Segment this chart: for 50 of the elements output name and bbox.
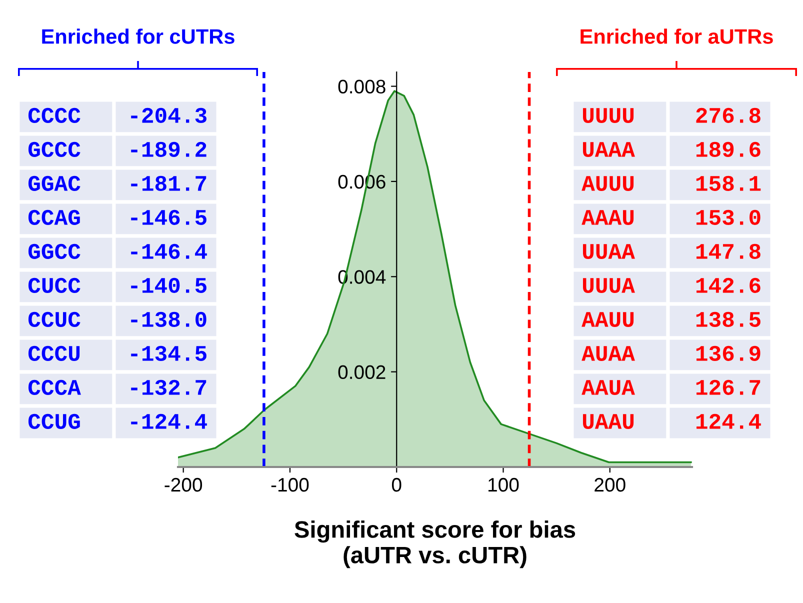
y-tick-label: 0.002 [338, 365, 386, 380]
text: 189.6 [696, 142, 760, 157]
text: Enriched for cUTRs [42, 28, 234, 44]
x-tick-label: -100 [271, 478, 309, 492]
category-label: AAUU [582, 312, 634, 327]
text: -140.5 [131, 278, 206, 293]
text: -146.4 [131, 244, 207, 259]
text: -134.5 [131, 346, 206, 361]
text: 138.5 [696, 312, 760, 327]
x-tick-label: 0 [392, 478, 402, 492]
text: 136.9 [696, 346, 760, 361]
category-label: AAUA [582, 380, 635, 395]
text: -132.7 [131, 380, 206, 395]
category-label: CCCA [28, 380, 81, 395]
text: -181.7 [131, 176, 206, 191]
text: -124.4 [131, 414, 207, 429]
text: 124.4 [696, 414, 761, 429]
category-label: GGAC [28, 176, 80, 191]
category-label: CCCC [28, 108, 80, 123]
category-label: CCUG [28, 414, 80, 429]
x-tick-label: -200 [164, 478, 202, 492]
category-label: UAAA [583, 142, 635, 157]
category-label: AAAU [582, 210, 634, 225]
category-label: UUUA [583, 278, 635, 293]
text: 158.1 [696, 176, 761, 191]
category-label: CCAG [28, 210, 80, 225]
category-label: GGCC [28, 244, 80, 259]
text: Enriched for aUTRs [580, 28, 773, 44]
text: 153.0 [696, 210, 760, 225]
text: -138.0 [131, 312, 206, 327]
category-label: CCCU [28, 346, 80, 361]
x-tick-label: 100 [488, 478, 519, 492]
x-axis-title: Significant score for bias (aUTR vs. cUTR) [294, 520, 576, 568]
category-label: CUCC [28, 278, 80, 293]
text: -189.2 [131, 142, 206, 157]
category-label: CCUC [28, 312, 80, 327]
category-label: AUUU [582, 176, 634, 191]
text: 147.8 [696, 244, 760, 259]
category-label: AUAA [582, 346, 635, 361]
category-label: GCCC [28, 142, 80, 157]
text: -146.5 [131, 210, 206, 225]
category-label: UAAU [583, 414, 634, 429]
category-label: UUUU [583, 108, 634, 123]
x-tick-label: 200 [594, 478, 626, 492]
text: 276.8 [696, 108, 760, 123]
category-label: UUAA [583, 244, 635, 259]
text: 126.7 [696, 380, 760, 395]
text: -204.3 [131, 108, 206, 123]
y-tick-label: 0.008 [338, 80, 386, 94]
text: 142.6 [696, 278, 760, 293]
